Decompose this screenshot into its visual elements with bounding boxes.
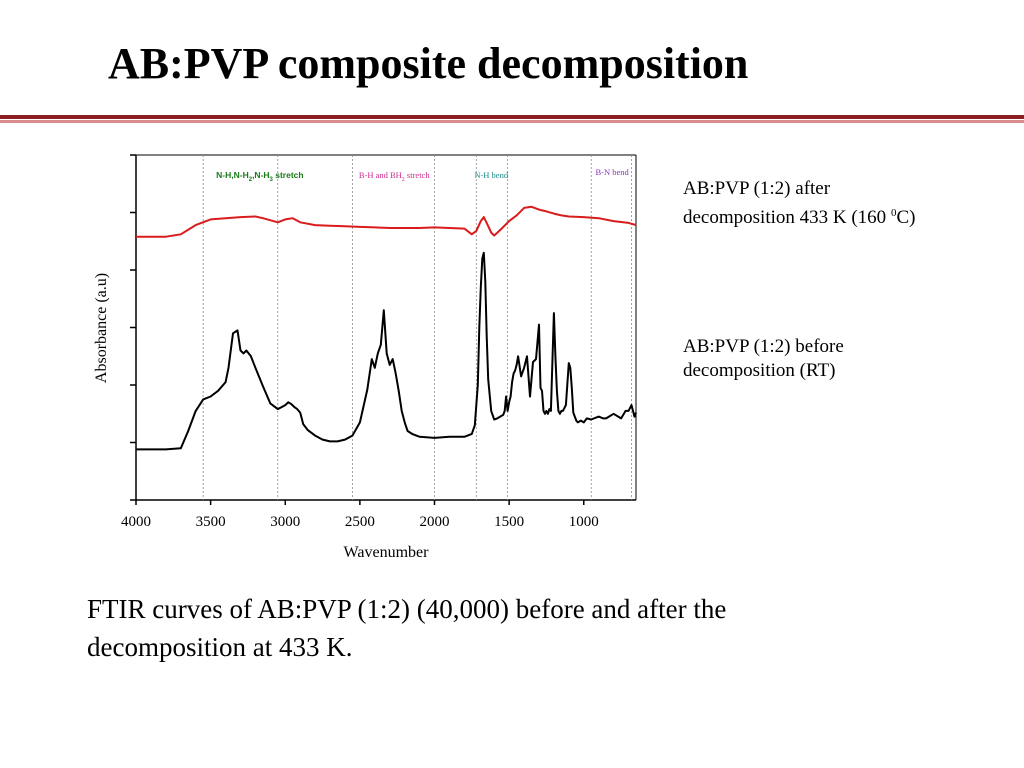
title-rule-dark [0,115,1024,119]
x-tick-label-0: 4000 [121,514,151,530]
label-after-line2: decomposition 433 K (160 0C) [683,201,915,230]
x-tick-label-1: 3500 [196,514,226,530]
slide-title: AB:PVP composite decomposition [108,39,749,88]
caption-line1: FTIR curves of AB:PVP (1:2) (40,000) bef… [87,594,727,624]
annotation-nhb: N-H bend [474,170,509,180]
label-before-line2: decomposition (RT) [683,360,836,381]
annotation-bh: B-H and BH2 stretch [359,170,431,183]
figure-caption: FTIR curves of AB:PVP (1:2) (40,000) bef… [87,590,726,666]
label-after-sup: 0 [890,207,897,219]
series-before-decomposition [136,251,637,451]
x-tick-label-4: 2000 [420,514,450,530]
annotation-bn-main: B-N bend [595,167,629,177]
label-after: AB:PVP (1:2) after decomposition 433 K (… [683,177,915,230]
annotation-nh-main: N-H,N-H [216,170,249,180]
x-tick-label-5: 1500 [494,514,524,530]
annotation-nh-sub2: 3 [270,177,274,183]
label-after-line1: AB:PVP (1:2) after [683,178,831,199]
x-axis-label: Wavenumber [344,544,430,561]
x-tick-label-3: 2500 [345,514,375,530]
y-axis-label: Absorbance (a.u) [93,273,110,383]
caption-line2: decomposition at 433 K. [87,632,353,662]
annotation-bh-tail: stretch [405,170,431,180]
x-tick-label-6: 1000 [569,514,599,530]
title-rule-light [0,120,1024,123]
annotation-bh-sub1: 2 [402,177,405,183]
plot-frame [135,154,637,501]
x-tick-label-2: 3000 [270,514,300,530]
series-after-decomposition [136,205,637,238]
annotation-nh-sub1: 2 [249,177,253,183]
label-before-line1: AB:PVP (1:2) before [683,336,844,357]
annotation-nh-tail: stretch [273,170,304,180]
annotation-nh-mid: ,N-H [252,170,269,180]
annotation-bh-main: B-H and BH [359,170,402,180]
label-after-prefix: decomposition 433 K (160 [683,207,891,228]
annotation-nh: N-H,N-H2,N-H3 stretch [216,170,303,183]
annotation-bn: B-N bend [595,167,629,177]
annotation-nhb-main: N-H bend [474,170,509,180]
label-after-suffix: C) [896,207,916,228]
label-before: AB:PVP (1:2) before decomposition (RT) [683,335,844,383]
